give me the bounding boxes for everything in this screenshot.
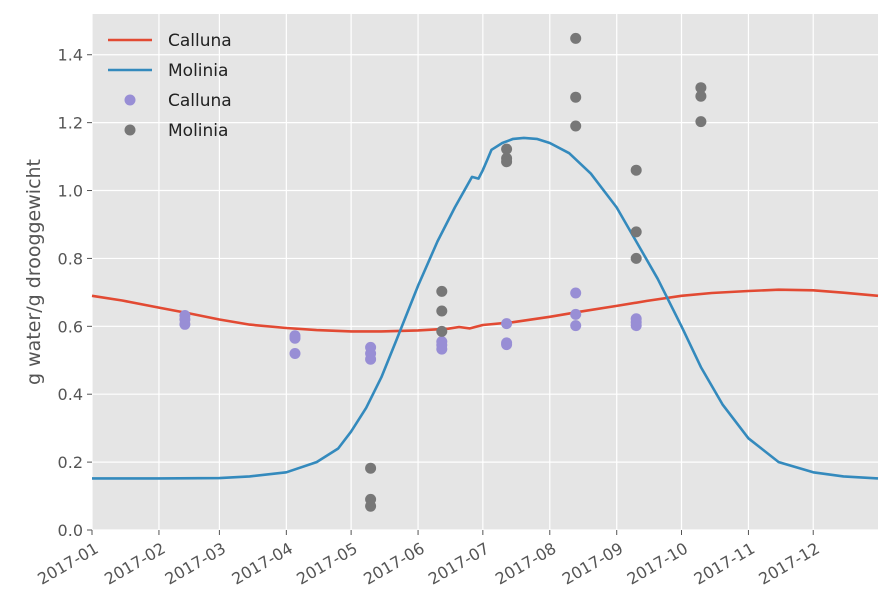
y-tick-label: 0.8 xyxy=(58,249,83,268)
x-tick-label: 2017-01 xyxy=(34,539,101,589)
data-point-calluna xyxy=(570,308,582,320)
data-point-molinia xyxy=(570,91,582,103)
series-line-calluna xyxy=(91,288,879,333)
x-tick-label: 2017-03 xyxy=(162,539,229,589)
x-tick-label: 2017-04 xyxy=(229,539,296,589)
y-axis-label: g water/g drooggewicht xyxy=(23,159,45,385)
data-point-calluna xyxy=(436,343,448,355)
legend: Calluna Molinia Calluna Molinia xyxy=(108,31,232,141)
data-point-molinia xyxy=(630,164,642,176)
y-tick-label: 1.4 xyxy=(58,46,83,65)
x-tick-label: 2017-10 xyxy=(624,539,691,589)
data-point-calluna xyxy=(289,332,301,344)
x-tick-label: 2017-05 xyxy=(293,539,360,589)
legend-marker-molinia xyxy=(124,124,136,136)
data-point-molinia xyxy=(695,82,707,94)
series-points xyxy=(179,32,707,512)
legend-label: Calluna xyxy=(168,31,232,51)
legend-label: Molinia xyxy=(168,121,228,141)
data-point-calluna xyxy=(289,348,301,359)
legend-label: Calluna xyxy=(168,91,232,111)
data-point-molinia xyxy=(695,116,707,128)
data-point-calluna xyxy=(501,339,513,351)
legend-marker-calluna xyxy=(124,94,136,106)
data-point-calluna xyxy=(179,318,191,330)
plot-background xyxy=(92,14,878,530)
series-lines xyxy=(91,136,879,480)
y-tick-label: 1.0 xyxy=(58,182,83,201)
grid xyxy=(91,14,878,531)
data-point-molinia xyxy=(695,90,707,102)
data-point-calluna xyxy=(630,320,642,332)
data-point-molinia xyxy=(436,285,448,297)
data-point-molinia xyxy=(365,462,377,474)
x-tick-label: 2017-09 xyxy=(559,539,626,589)
y-tick-label: 0.6 xyxy=(58,317,83,336)
data-point-molinia xyxy=(570,120,582,132)
x-tick-label: 2017-08 xyxy=(492,539,559,589)
data-point-calluna xyxy=(570,320,582,332)
x-tick-label: 2017-12 xyxy=(755,539,822,589)
legend-label: Molinia xyxy=(168,61,228,81)
data-point-molinia xyxy=(570,32,582,44)
data-point-calluna xyxy=(365,353,377,365)
data-point-molinia xyxy=(630,252,642,264)
data-point-molinia xyxy=(501,143,513,155)
data-point-molinia xyxy=(365,500,377,512)
y-tick-label: 0.0 xyxy=(58,521,83,540)
y-tick-label: 0.2 xyxy=(58,453,83,472)
data-point-calluna xyxy=(570,287,582,299)
y-tick-label: 0.4 xyxy=(58,385,83,404)
x-tick-label: 2017-11 xyxy=(691,539,758,589)
x-tick-label: 2017-02 xyxy=(101,539,168,589)
x-tick-label: 2017-07 xyxy=(425,539,492,589)
y-tick-label: 1.2 xyxy=(58,114,83,133)
series-line-molinia xyxy=(92,136,879,480)
data-point-molinia xyxy=(436,305,448,317)
data-point-calluna xyxy=(501,318,513,330)
x-tick-label: 2017-06 xyxy=(360,539,427,589)
data-point-molinia xyxy=(630,226,642,238)
y-axis: 0.0 0.2 0.4 0.6 0.8 1.0 1.2 1.4 xyxy=(58,46,92,540)
data-point-molinia xyxy=(436,325,448,337)
data-point-molinia xyxy=(501,156,513,168)
